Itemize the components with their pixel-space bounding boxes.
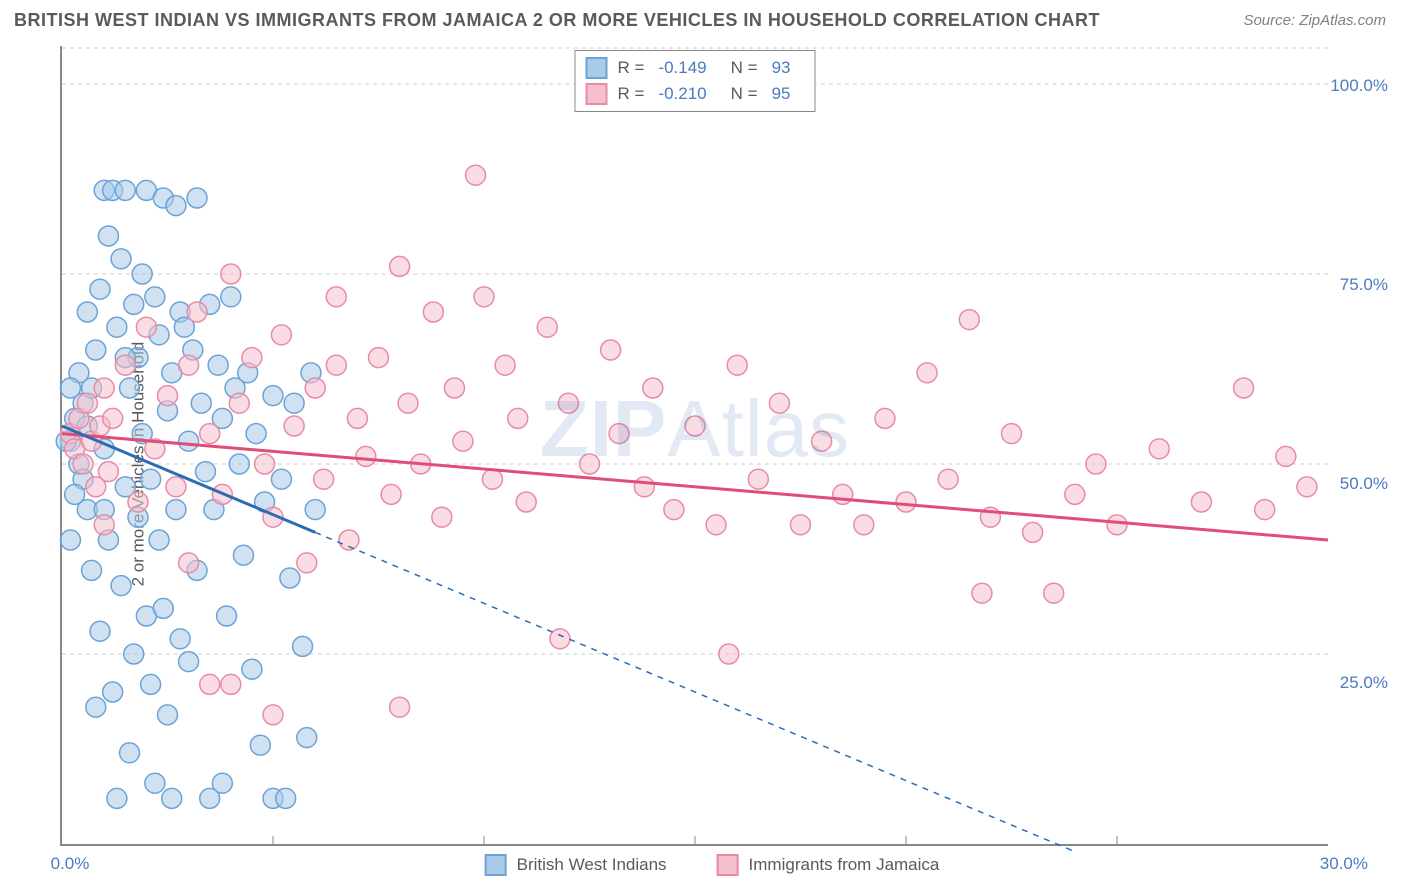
stats-row-0: R = -0.149 N = 93 (586, 55, 805, 81)
x-tick-label: 30.0% (1320, 854, 1368, 874)
legend-label-1: Immigrants from Jamaica (749, 855, 940, 875)
legend-item-1: Immigrants from Jamaica (717, 854, 940, 876)
x-tick-label: 0.0% (51, 854, 90, 874)
swatch-icon (717, 854, 739, 876)
chart-source: Source: ZipAtlas.com (1243, 12, 1386, 29)
plot-area: ZIPAtlas R = -0.149 N = 93 R = -0.210 N … (60, 46, 1328, 846)
legend-label-0: British West Indians (517, 855, 667, 875)
swatch-series-0 (586, 57, 608, 79)
y-tick-label: 25.0% (1340, 673, 1388, 693)
stat-n-label: N = (731, 58, 758, 78)
stat-r-label: R = (618, 58, 645, 78)
swatch-icon (485, 854, 507, 876)
plot-svg (62, 46, 1328, 844)
stat-n-0: 93 (772, 58, 791, 78)
swatch-series-1 (586, 83, 608, 105)
y-tick-label: 50.0% (1340, 474, 1388, 494)
stat-n-label: N = (731, 84, 758, 104)
legend-item-0: British West Indians (485, 854, 667, 876)
chart-header: BRITISH WEST INDIAN VS IMMIGRANTS FROM J… (0, 0, 1406, 37)
bottom-legend: British West Indians Immigrants from Jam… (485, 854, 940, 876)
y-tick-label: 100.0% (1330, 76, 1388, 96)
stats-row-1: R = -0.210 N = 95 (586, 81, 805, 107)
stat-r-label: R = (618, 84, 645, 104)
stat-n-1: 95 (772, 84, 791, 104)
chart-title: BRITISH WEST INDIAN VS IMMIGRANTS FROM J… (14, 10, 1100, 31)
y-tick-label: 75.0% (1340, 275, 1388, 295)
stat-r-1: -0.210 (658, 84, 706, 104)
stats-legend: R = -0.149 N = 93 R = -0.210 N = 95 (575, 50, 816, 112)
stat-r-0: -0.149 (658, 58, 706, 78)
chart-container: 2 or more Vehicles in Household ZIPAtlas… (28, 46, 1396, 882)
